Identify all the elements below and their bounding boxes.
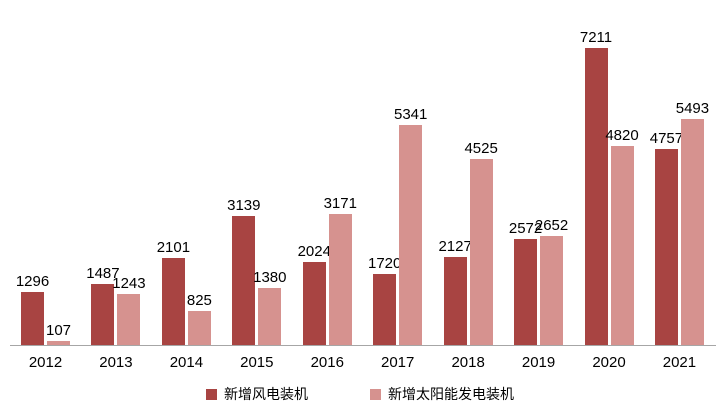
bar-group-2012: 1296 107 2012	[16, 274, 71, 370]
solar-bar-2021: 5493	[676, 101, 709, 345]
solar-bar-2020: 4820	[605, 128, 639, 345]
solar-bar-2019: 2652	[535, 218, 568, 345]
bar-group-2014: 2101 825 2014	[157, 240, 212, 370]
solar-legend-label: 新增太阳能发电装机	[388, 386, 514, 402]
solar-value-label-2015: 1380	[253, 269, 287, 286]
year-label-2015: 2015	[240, 354, 274, 371]
solar-bar-2013: 1243	[112, 276, 146, 345]
wind-legend-label: 新增风电装机	[224, 386, 308, 402]
year-label-2020: 2020	[592, 354, 626, 371]
solar-value-label-2017: 5341	[394, 106, 428, 123]
year-label-2021: 2021	[662, 354, 697, 371]
wind-bar-2016: 2024	[298, 244, 331, 345]
solar-bar-2016: 3171	[324, 196, 357, 345]
year-label-2014: 2014	[169, 354, 204, 371]
wind-value-label-2021: 4757	[649, 130, 684, 147]
wind-bar-2015: 3139	[227, 198, 261, 345]
solar-value-label-2020: 4820	[605, 127, 639, 144]
wind-bar-2020: 7211	[580, 30, 612, 345]
wind-value-label-2016: 2024	[297, 243, 331, 260]
legend: 新增风电装机 新增太阳能发电装机	[0, 384, 720, 404]
wind-legend-swatch	[206, 388, 217, 400]
bar-groups: 1296 107 2012 1487 1243 2013 2101 825 2014 3139 13…	[16, 30, 709, 370]
bar-group-2016: 2024 3171 2016	[298, 196, 357, 370]
x-axis-line	[10, 345, 716, 346]
legend-item-wind: 新增风电装机	[206, 384, 308, 404]
year-label-2019: 2019	[521, 354, 556, 371]
solar-value-label-2013: 1243	[112, 275, 146, 292]
wind-value-label-2013: 1487	[86, 265, 120, 282]
solar-bar-2012: 107	[46, 323, 71, 345]
solar-bar-2018: 4525	[464, 141, 498, 345]
wind-bar-2017: 1720	[368, 256, 401, 345]
wind-value-label-2020: 7211	[579, 29, 613, 46]
solar-value-label-2019: 2652	[534, 217, 569, 234]
solar-value-label-2016: 3171	[323, 195, 357, 212]
solar-value-label-2021: 5493	[675, 100, 710, 117]
bar-group-2019: 2572 2652 2019	[509, 218, 568, 370]
wind-value-label-2018: 2127	[438, 238, 472, 255]
year-label-2013: 2013	[99, 354, 133, 371]
wind-value-label-2012: 1296	[15, 273, 50, 290]
bar-group-2017: 1720 5341 2017	[368, 107, 427, 370]
year-label-2017: 2017	[381, 354, 415, 371]
solar-bar-2017: 5341	[394, 107, 427, 345]
solar-value-label-2014: 825	[186, 292, 212, 309]
wind-value-label-2017: 1720	[368, 255, 402, 272]
legend-item-solar: 新增太阳能发电装机	[370, 384, 514, 404]
year-label-2012: 2012	[28, 354, 63, 371]
year-label-2018: 2018	[451, 354, 485, 371]
wind-bar-2018: 2127	[438, 239, 472, 345]
wind-value-label-2015: 3139	[227, 197, 261, 214]
solar-bar-2015: 1380	[253, 270, 287, 345]
wind-bar-2019: 2572	[509, 221, 542, 345]
solar-legend-swatch	[370, 388, 381, 400]
wind-value-label-2014: 2101	[156, 239, 191, 256]
bar-group-2021: 4757 5493 2021	[650, 101, 709, 370]
year-label-2016: 2016	[310, 354, 344, 371]
solar-value-label-2018: 4525	[464, 140, 498, 157]
wind-bar-2013: 1487	[86, 266, 120, 345]
bar-group-2018: 2127 4525 2018	[438, 141, 498, 370]
bar-group-2015: 3139 1380 2015	[227, 198, 287, 370]
solar-bar-2014: 825	[187, 293, 212, 345]
bar-group-2013: 1487 1243 2013	[86, 266, 146, 370]
wind-bar-2014: 2101	[157, 240, 190, 345]
wind-bar-2012: 1296	[16, 274, 49, 345]
bar-group-2020: 7211 4820 2020	[580, 30, 639, 370]
solar-value-label-2012: 107	[45, 322, 72, 339]
wind-bar-2021: 4757	[650, 131, 683, 345]
wind-value-label-2019: 2572	[508, 220, 543, 237]
